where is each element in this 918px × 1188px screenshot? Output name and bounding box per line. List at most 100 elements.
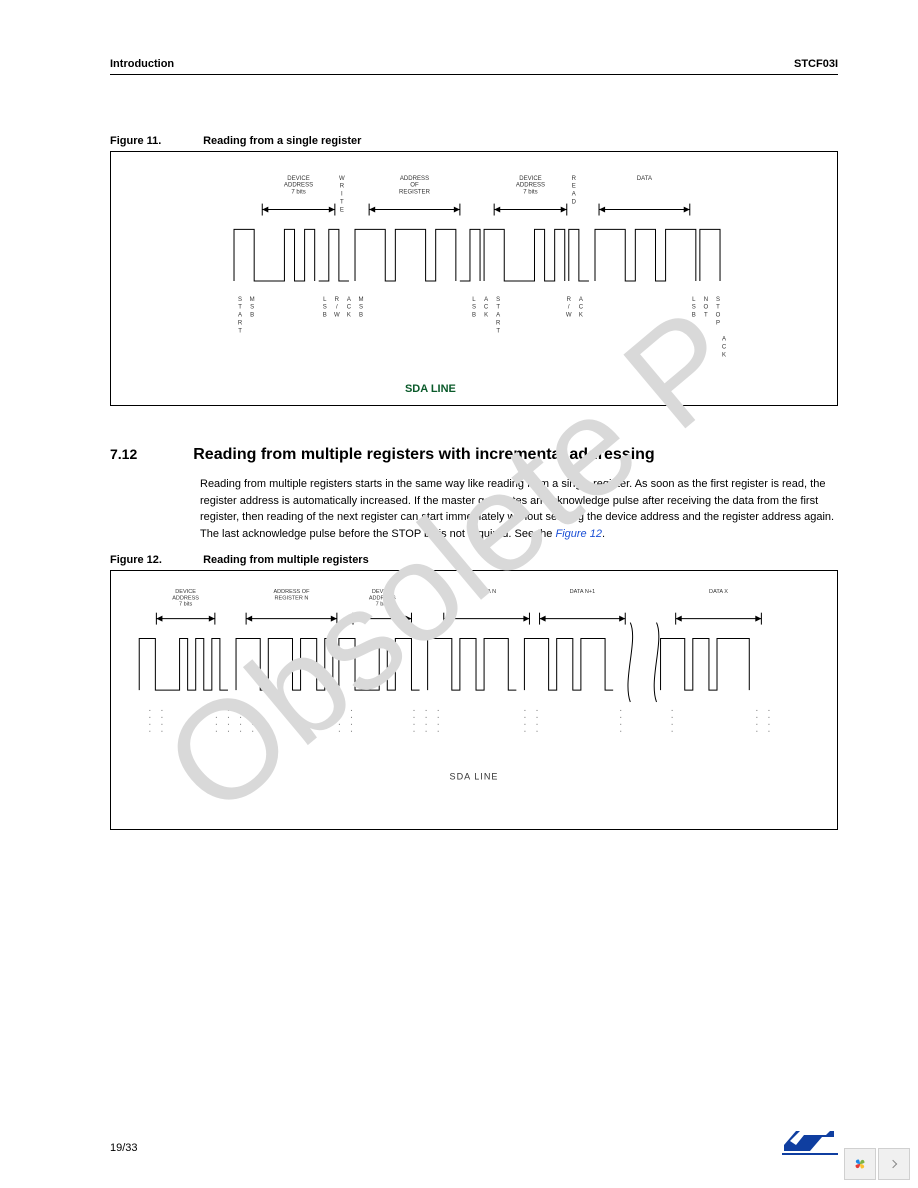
svg-text:M: M — [359, 297, 364, 303]
figure12-title: Reading from multiple registers — [203, 554, 369, 566]
figure11-caption: Figure 11. Reading from a single registe… — [110, 135, 838, 147]
header-partnum: STCF03I — [794, 58, 838, 70]
next-page-button[interactable] — [878, 1148, 910, 1180]
figure11-diagram: DEVICEADDRESS7 bitsWRITEADDRESSOFREGISTE… — [110, 151, 838, 406]
svg-text:L: L — [692, 297, 696, 303]
svg-text:N: N — [704, 297, 708, 303]
svg-text:DATA N: DATA N — [477, 589, 496, 595]
pinwheel-icon — [851, 1155, 869, 1173]
svg-text:7 bits: 7 bits — [291, 190, 305, 196]
svg-text:B: B — [359, 313, 363, 319]
svg-text:A: A — [572, 192, 576, 198]
svg-text:C: C — [347, 305, 352, 311]
svg-text:P: P — [716, 321, 720, 327]
svg-text:K: K — [484, 313, 488, 319]
svg-text:DATA X: DATA X — [709, 589, 728, 595]
svg-text:DEVICE: DEVICE — [519, 176, 542, 182]
svg-text:C: C — [484, 305, 489, 311]
svg-text:K: K — [722, 352, 726, 358]
svg-text:K: K — [579, 313, 583, 319]
svg-text:T: T — [238, 305, 242, 311]
svg-text:L: L — [472, 297, 476, 303]
figure11-svg: DEVICEADDRESS7 bitsWRITEADDRESSOFREGISTE… — [111, 152, 837, 405]
svg-text:A: A — [238, 313, 242, 319]
svg-text:T: T — [716, 305, 720, 311]
svg-text:R: R — [238, 321, 243, 327]
svg-text:R: R — [335, 297, 340, 303]
svg-text:A: A — [579, 297, 583, 303]
section-number: 7.12 — [110, 446, 137, 462]
svg-text:SDA LINE: SDA LINE — [450, 771, 499, 781]
svg-text:B: B — [472, 313, 476, 319]
svg-text:L: L — [323, 297, 327, 303]
svg-text:R: R — [567, 297, 572, 303]
svg-text:T: T — [704, 313, 708, 319]
header-section: Introduction — [110, 58, 174, 70]
svg-text:S: S — [496, 297, 500, 303]
viewer-toolbar — [844, 1148, 910, 1180]
datasheet-page: Introduction STCF03I Figure 11. Reading … — [0, 0, 918, 1188]
period: . — [602, 528, 605, 540]
svg-text:OF: OF — [410, 183, 419, 189]
svg-text:S: S — [716, 297, 720, 303]
st-logo — [782, 1127, 838, 1162]
figure12-number: Figure 12. — [110, 554, 200, 566]
page-header: Introduction STCF03I — [110, 58, 838, 75]
svg-text:7 bits: 7 bits — [179, 602, 193, 608]
svg-text:C: C — [579, 305, 584, 311]
page-number: 19/33 — [110, 1142, 138, 1154]
svg-text:REGISTER N: REGISTER N — [275, 595, 309, 601]
svg-text:I: I — [341, 192, 343, 198]
svg-text:S: S — [238, 297, 242, 303]
svg-text:A: A — [722, 337, 726, 343]
svg-text:B: B — [323, 313, 327, 319]
figure12-reference[interactable]: Figure 12 — [555, 528, 601, 540]
svg-text:A: A — [496, 313, 500, 319]
svg-text:S: S — [359, 305, 363, 311]
svg-text:ADDRESS: ADDRESS — [400, 176, 429, 182]
svg-text:O: O — [704, 305, 709, 311]
st-logo-svg — [782, 1127, 838, 1157]
svg-text:DEVICE: DEVICE — [287, 176, 310, 182]
paragraph-text: Reading from multiple registers starts i… — [200, 478, 834, 540]
svg-text:E: E — [572, 184, 576, 190]
section-title: Reading from multiple registers with inc… — [193, 446, 654, 464]
svg-text:R: R — [496, 321, 501, 327]
svg-text:S: S — [250, 305, 254, 311]
svg-text:W: W — [566, 313, 572, 319]
svg-text:/: / — [336, 305, 338, 311]
svg-text:DATA: DATA — [637, 176, 652, 182]
svg-text:ADDRESS: ADDRESS — [172, 595, 199, 601]
home-button[interactable] — [844, 1148, 876, 1180]
svg-text:ADDRESS OF: ADDRESS OF — [273, 589, 310, 595]
svg-text:W: W — [339, 176, 345, 182]
svg-text:DEVICE: DEVICE — [372, 589, 393, 595]
svg-text:T: T — [238, 329, 242, 335]
svg-text:W: W — [334, 313, 340, 319]
svg-text:ADDRESS: ADDRESS — [284, 183, 313, 189]
svg-text:B: B — [250, 313, 254, 319]
svg-text:M: M — [250, 297, 255, 303]
svg-text:K: K — [347, 313, 351, 319]
figure11-number: Figure 11. — [110, 135, 200, 147]
svg-text:S: S — [472, 305, 476, 311]
section-paragraph: Reading from multiple registers starts i… — [200, 476, 838, 542]
svg-text:S: S — [323, 305, 327, 311]
svg-text:D: D — [572, 200, 577, 206]
section-heading: 7.12 Reading from multiple registers wit… — [110, 446, 838, 464]
svg-text:DATA N+1: DATA N+1 — [570, 589, 596, 595]
svg-text:7 bits: 7 bits — [376, 602, 390, 608]
svg-text:T: T — [340, 200, 344, 206]
figure11-title: Reading from a single register — [203, 135, 361, 147]
svg-text:ADDRESS: ADDRESS — [516, 183, 545, 189]
chevron-right-icon — [889, 1160, 897, 1168]
figure12-caption: Figure 12. Reading from multiple registe… — [110, 554, 838, 566]
svg-text:A: A — [347, 297, 351, 303]
svg-text:T: T — [496, 329, 500, 335]
svg-text:A: A — [484, 297, 488, 303]
svg-text:REGISTER: REGISTER — [399, 190, 431, 196]
svg-text:ADDRESS: ADDRESS — [369, 595, 396, 601]
svg-text:/: / — [568, 305, 570, 311]
sda-line-label: SDA LINE — [405, 383, 456, 395]
svg-text:E: E — [340, 208, 344, 214]
